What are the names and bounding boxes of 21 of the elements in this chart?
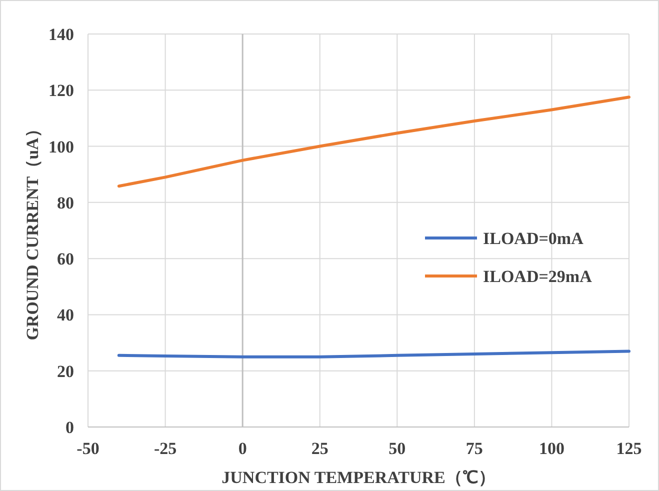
x-tick-label: -50 bbox=[76, 439, 100, 458]
x-tick-label: -25 bbox=[154, 439, 177, 458]
x-axis-title: JUNCTION TEMPERATURE（℃） bbox=[222, 468, 496, 487]
y-tick-label: 140 bbox=[48, 25, 74, 44]
line-series bbox=[117, 96, 630, 188]
y-tick-label: 60 bbox=[57, 250, 74, 269]
y-tick-label: 40 bbox=[57, 306, 74, 325]
x-tick-label: 0 bbox=[238, 439, 247, 458]
legend-label: ILOAD=29mA bbox=[483, 267, 593, 286]
y-tick-label: 100 bbox=[48, 137, 74, 156]
y-tick-label: 120 bbox=[48, 81, 74, 100]
y-tick-label: 80 bbox=[57, 193, 74, 212]
x-tick-label: 50 bbox=[388, 439, 406, 458]
y-axis-title: GROUND CURRENT（uA） bbox=[23, 120, 42, 340]
y-tick-label: 20 bbox=[57, 362, 74, 381]
legend-label: ILOAD=0mA bbox=[483, 229, 584, 248]
x-tick-label: 75 bbox=[466, 439, 483, 458]
x-tick-label: 125 bbox=[616, 439, 642, 458]
x-tick-label: 100 bbox=[538, 439, 564, 458]
y-tick-label: 0 bbox=[66, 418, 74, 437]
x-tick-label: 25 bbox=[311, 439, 328, 458]
